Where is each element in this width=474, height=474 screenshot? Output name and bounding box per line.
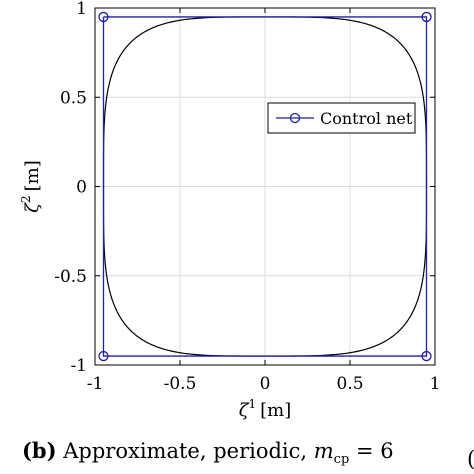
caption-rest: = 6 [355,439,394,463]
control-net-line [102,16,428,357]
x-tick-label: 0 [260,374,271,394]
caption-text: Approximate, periodic, [63,439,308,463]
legend: Control net [267,102,416,134]
y-axis-symbol: ζ [22,202,43,213]
x-tick-label: -1 [87,374,104,394]
control-point [98,11,109,23]
x-tick-label: -0.5 [164,374,197,394]
x-axis-symbol: ζ [239,400,250,421]
edge-fragment: ( [467,447,474,471]
legend-marker [289,112,301,124]
x-axis-label: ζ1 [m] [239,397,292,421]
control-point [421,11,432,23]
y-axis-sup: 2 [19,195,33,203]
curves [98,11,432,362]
x-axis-sup: 1 [249,397,257,411]
caption-sub: cp [333,452,350,468]
y-tick-label: -1 [70,356,87,376]
x-tick-label: 0.5 [336,374,363,394]
y-tick-label: 0.5 [60,88,87,108]
control-point [421,350,432,362]
y-tick-label: -0.5 [54,267,87,287]
y-tick-label: 0 [76,178,87,198]
y-axis-unit: [m] [22,160,43,191]
grid [94,7,436,366]
tick-labels: -1 -0.5 0 0.5 1 -1 -0.5 0 0.5 1 [54,0,440,394]
caption-label: (b) [22,438,57,463]
control-point [98,350,109,362]
legend-entry-control-net: Control net [320,109,413,128]
x-tick-label: 1 [430,374,441,394]
figure-caption: (b) Approximate, periodic, mcp = 6 [22,438,394,467]
caption-var: m [313,439,334,463]
ticks [94,7,436,366]
y-tick-label: 1 [76,0,87,19]
x-axis-unit: [m] [260,400,291,421]
y-axis-label: ζ2 [m] [19,160,43,213]
